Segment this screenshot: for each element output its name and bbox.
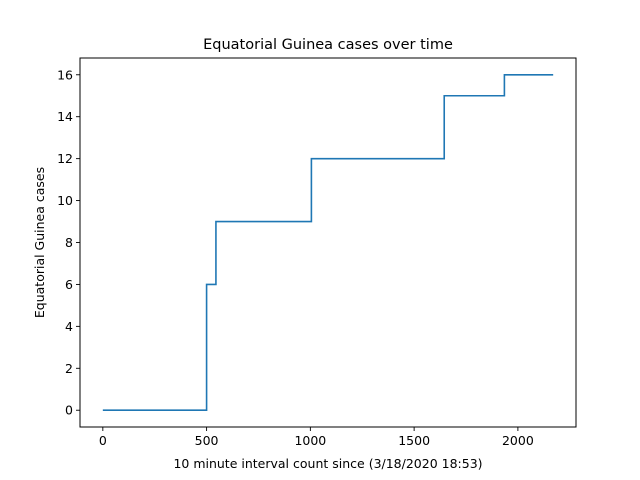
y-tick-label: 4 — [65, 319, 73, 334]
y-tick-label: 10 — [57, 193, 73, 208]
chart-title: Equatorial Guinea cases over time — [203, 37, 453, 53]
x-tick-label: 500 — [195, 433, 219, 448]
y-tick-label: 2 — [65, 361, 73, 376]
y-tick-label: 12 — [57, 151, 73, 166]
y-tick-label: 16 — [57, 67, 73, 82]
x-tick-label: 2000 — [502, 433, 534, 448]
series-line-0 — [102, 73, 554, 412]
y-axis-label: Equatorial Guinea cases — [32, 167, 47, 318]
x-axis-label: 10 minute interval count since (3/18/202… — [173, 456, 482, 471]
x-tick-label: 1000 — [294, 433, 326, 448]
x-tick-label: 0 — [99, 433, 107, 448]
plot-area-frame — [79, 57, 577, 428]
y-tick-label: 14 — [57, 109, 73, 124]
y-tick-label: 8 — [65, 235, 73, 250]
x-tick-label: 1500 — [398, 433, 430, 448]
y-tick-label: 0 — [65, 403, 73, 418]
y-tick-label: 6 — [65, 277, 73, 292]
